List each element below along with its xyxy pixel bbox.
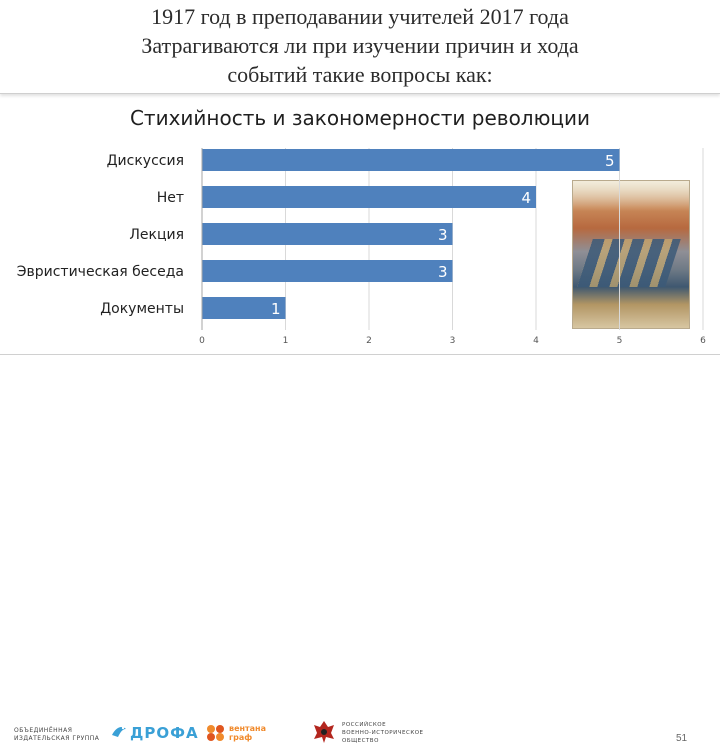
category-label-3: Эвристическая беседа: [17, 264, 184, 280]
x-tick-label-3: 3: [450, 336, 456, 346]
painting-image: [572, 180, 690, 329]
drofa-logo-text: ДРОФА: [130, 724, 199, 742]
x-tick-label-5: 5: [617, 336, 623, 346]
category-label-4: Документы: [100, 301, 184, 317]
x-tick-label-0: 0: [199, 336, 205, 346]
ventana-graf-line-1: вентана: [229, 724, 266, 733]
publisher-logo-1: ОБЪЕДИНЁННАЯ ИЗДАТЕЛЬСКАЯ ГРУППА: [14, 727, 99, 743]
slide-title-line-3: событий такие вопросы как:: [227, 62, 493, 87]
ventana-graf-text: вентана граф: [229, 724, 266, 742]
bar-2: [202, 223, 453, 245]
slide-title-line-2: Затрагиваются ли при изучении причин и х…: [141, 33, 579, 58]
x-tick-label-6: 6: [700, 336, 706, 346]
publisher-logo-1-line-2: ИЗДАТЕЛЬСКАЯ ГРУППА: [14, 735, 100, 742]
x-tick-label-2: 2: [366, 336, 372, 346]
bar-chart: Дискуссия 5 Нет 4 Лекция 3 Эвристическая бесед…: [17, 148, 706, 346]
x-tick-label-4: 4: [533, 336, 539, 346]
footer: ОБЪЕДИНЁННАЯ ИЗДАТЕЛЬСКАЯ ГРУППА ДРОФА в…: [0, 355, 720, 744]
publisher-logo-1-line-1: ОБЪЕДИНЁННАЯ: [14, 727, 73, 734]
data-label-0: 5: [605, 152, 615, 170]
chart-title: Стихийность и закономерности революции: [129, 106, 591, 130]
bar-4: [202, 297, 286, 319]
drofa-bird-icon: [112, 726, 126, 737]
category-label-0: Дискуссия: [107, 153, 184, 169]
category-label-1: Нет: [157, 190, 184, 206]
slide-header: 1917 год в преподавании учителей 2017 го…: [0, 0, 720, 94]
x-tick-label-1: 1: [283, 336, 289, 346]
bar-3: [202, 260, 453, 282]
data-label-3: 3: [438, 263, 448, 281]
eagle-emblem-icon: [314, 721, 334, 743]
rvio-logo-text: РОССИЙСКОЕ ВОЕННО-ИСТОРИЧЕСКОЕ ОБЩЕСТВО: [342, 721, 424, 745]
ventana-graf-icon: [207, 725, 224, 741]
bar-0: [202, 149, 620, 171]
data-label-1: 4: [521, 189, 531, 207]
rvio-logo-line-2: ВОЕННО-ИСТОРИЧЕСКОЕ: [342, 730, 424, 736]
ventana-graf-line-2: граф: [229, 733, 253, 742]
footer-divider: [0, 354, 720, 355]
bar-1: [202, 186, 536, 208]
data-label-2: 3: [438, 226, 448, 244]
slide-title-line-1: 1917 год в преподавании учителей 2017 го…: [151, 4, 569, 29]
data-label-4: 1: [271, 300, 281, 318]
rvio-logo-line-1: РОССИЙСКОЕ: [342, 722, 387, 728]
rvio-logo-line-3: ОБЩЕСТВО: [342, 738, 379, 744]
category-label-2: Лекция: [129, 227, 184, 243]
page-number: 51: [676, 733, 688, 744]
